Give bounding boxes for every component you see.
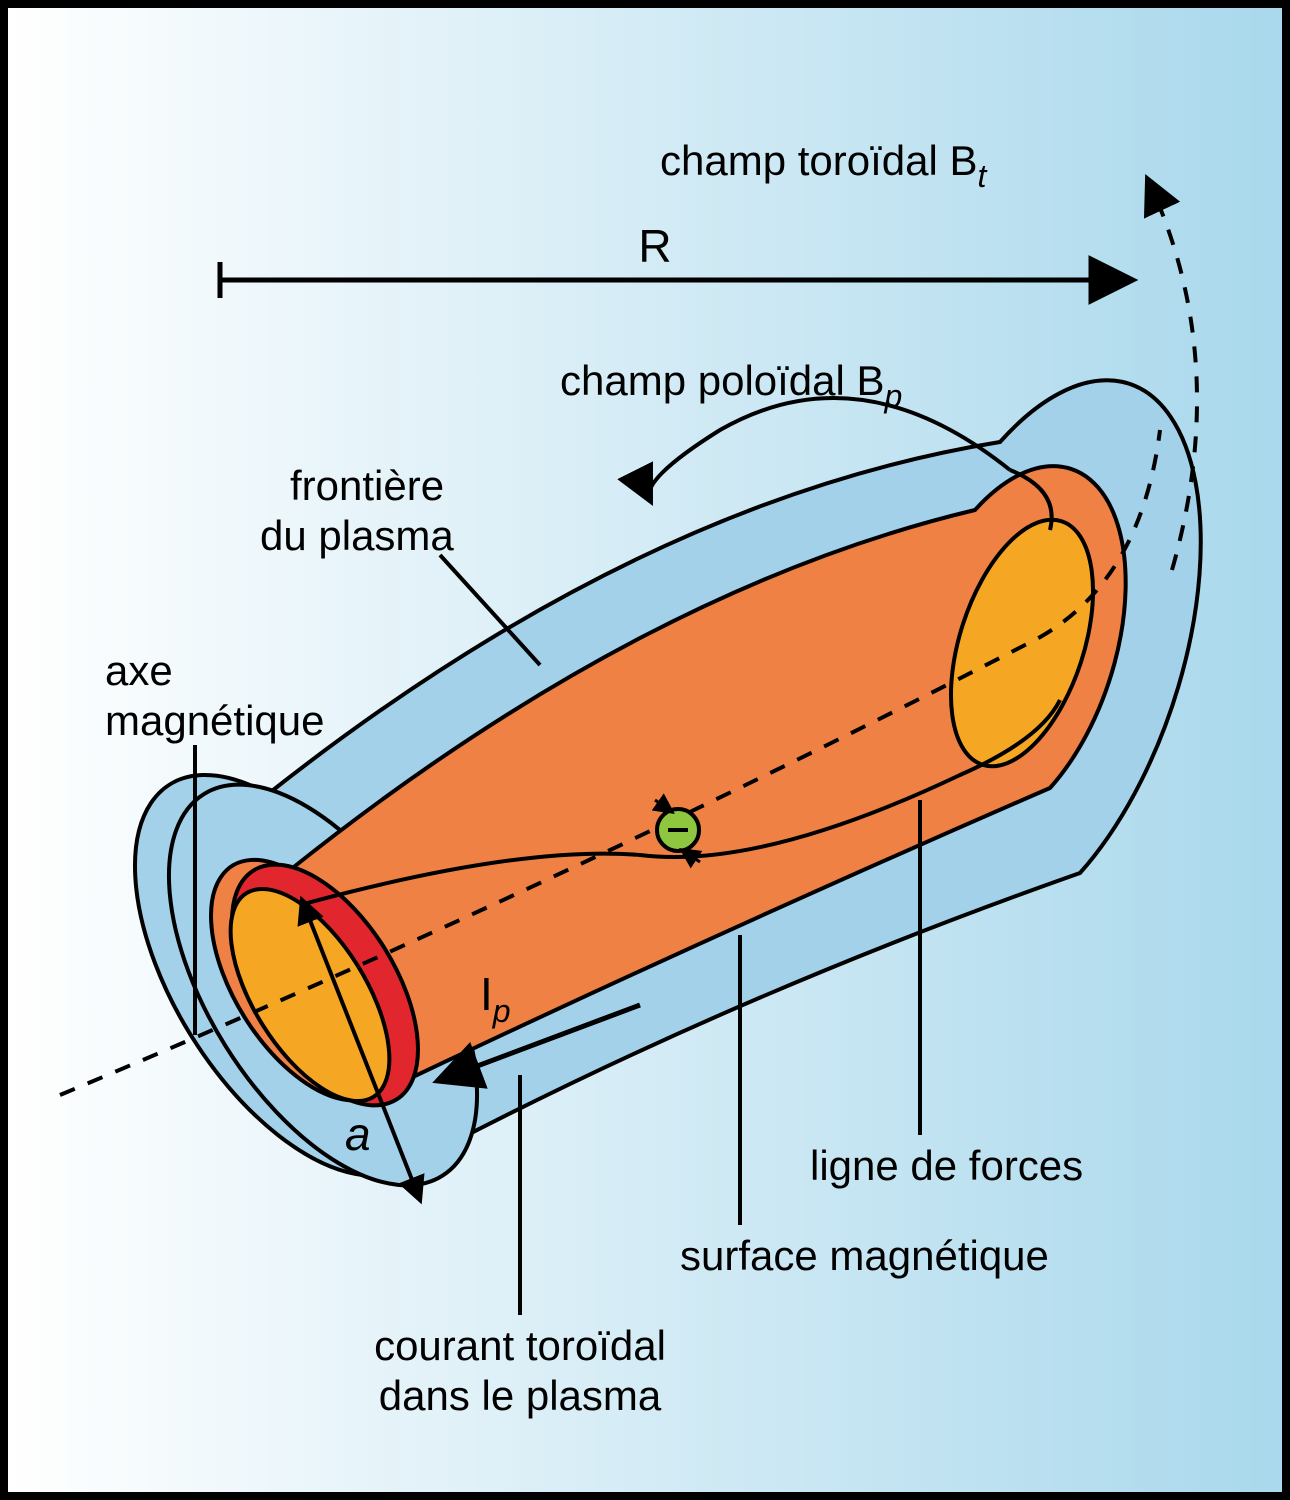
label-ct2: dans le plasma (379, 1372, 662, 1419)
diagram-svg: champ toroïdal Bt R champ poloïdal Bp fr… (0, 0, 1290, 1500)
label-sm: surface magnétique (680, 1232, 1049, 1279)
label-ldf: ligne de forces (810, 1142, 1083, 1189)
label-axe2: magnétique (105, 697, 325, 744)
label-axe1: axe (105, 647, 173, 694)
tokamak-diagram: champ toroïdal Bt R champ poloïdal Bp fr… (0, 0, 1290, 1500)
label-ct1: courant toroïdal (374, 1322, 666, 1369)
label-frontiere1: frontière (290, 462, 444, 509)
label-R: R (638, 220, 671, 272)
label-frontiere2: du plasma (260, 512, 454, 559)
label-a: a (345, 1108, 371, 1160)
